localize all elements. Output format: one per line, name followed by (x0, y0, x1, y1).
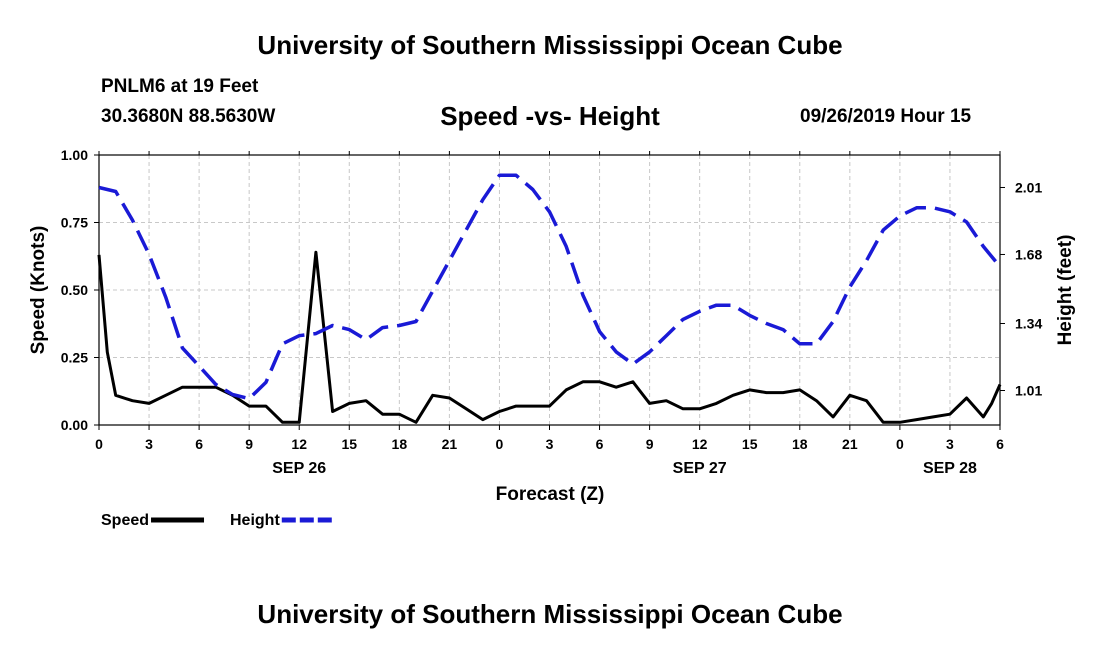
y-left-tick-label: 1.00 (61, 147, 88, 163)
x-axis-label: Forecast (Z) (496, 484, 605, 505)
date-hour-label: 09/26/2019 Hour 15 (800, 106, 972, 127)
y-right-tick-label: 1.68 (1015, 246, 1042, 262)
x-tick-label: 21 (442, 436, 458, 452)
series (97, 173, 1002, 424)
y-right-tick-label: 1.01 (1015, 382, 1042, 398)
main-title: University of Southern Mississippi Ocean… (257, 30, 843, 60)
x-tick-label: 0 (95, 436, 103, 452)
legend: Speed Height (101, 512, 335, 529)
legend-label: Height (230, 512, 280, 529)
date-label: SEP 28 (923, 460, 977, 477)
x-tick-label: 15 (742, 436, 758, 452)
x-tick-label: 3 (145, 436, 153, 452)
footer-title: University of Southern Mississippi Ocean… (257, 599, 843, 629)
x-tick-label: 0 (896, 436, 904, 452)
chart-subtitle: Speed -vs- Height (440, 101, 660, 131)
y-right-tick-label: 1.34 (1015, 315, 1042, 331)
x-tick-label: 6 (996, 436, 1004, 452)
y-right-tick-label: 2.01 (1015, 179, 1042, 195)
y-left-tick-label: 0.50 (61, 282, 88, 298)
x-tick-label: 9 (245, 436, 253, 452)
x-tick-label: 3 (946, 436, 954, 452)
x-tick-label: 18 (392, 436, 408, 452)
date-label: SEP 27 (673, 460, 727, 477)
x-tick-label: 21 (842, 436, 858, 452)
series-line-height (98, 173, 1002, 401)
x-tick-label: 6 (596, 436, 604, 452)
x-tick-label: 0 (496, 436, 504, 452)
x-tick-label: 12 (692, 436, 708, 452)
plot-frame (98, 154, 1001, 426)
y-left-tick-label: 0.75 (61, 215, 88, 231)
grid (99, 155, 1000, 425)
x-tick-label: 3 (546, 436, 554, 452)
x-tick-label: 18 (792, 436, 808, 452)
x-tick-label: 15 (341, 436, 357, 452)
y-axis-left-label: Speed (Knots) (28, 226, 49, 355)
y-axis-right-label: Height (feet) (1055, 235, 1076, 346)
station-label: PNLM6 at 19 Feet (101, 76, 259, 97)
coordinates-label: 30.3680N 88.5630W (101, 106, 276, 127)
x-tick-label: 6 (195, 436, 203, 452)
legend-label: Speed (101, 512, 149, 529)
series-line-speed (97, 250, 1002, 424)
y-left-tick-label: 0.00 (61, 417, 88, 433)
x-tick-label: 12 (291, 436, 307, 452)
x-tick-label: 9 (646, 436, 654, 452)
y-left-tick-label: 0.25 (61, 350, 88, 366)
date-label: SEP 26 (272, 460, 326, 477)
axes: 0 3 6 9 12 15 18 21 0 3 6 9 12 15 18 21 0 3 6 0.00 0.25 0.50 0… (61, 147, 1043, 477)
